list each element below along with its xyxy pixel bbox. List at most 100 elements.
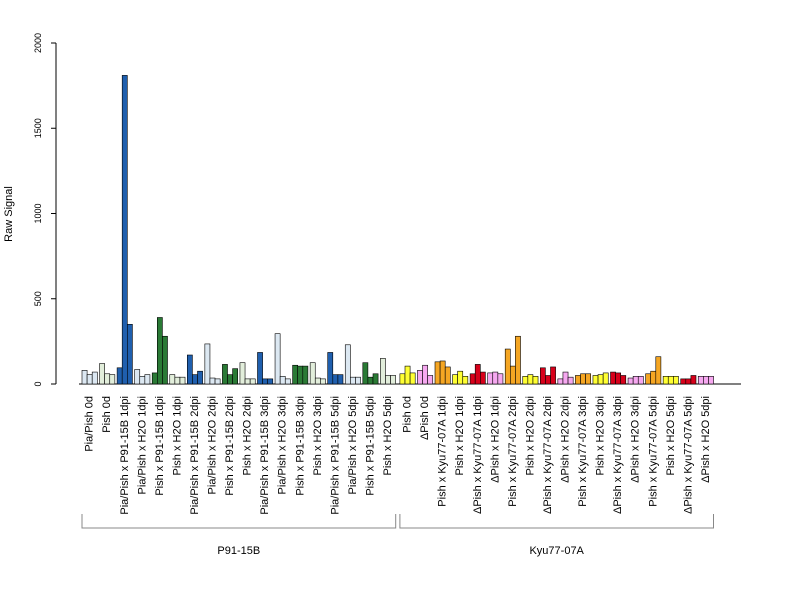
bars-layer	[81, 75, 714, 385]
bar	[545, 375, 551, 385]
y-tick-label: 500	[33, 291, 43, 306]
bar	[509, 365, 516, 385]
bar	[487, 372, 494, 385]
category-label: Pish x Kyu77-07A 1dpi	[437, 396, 449, 507]
bar	[462, 376, 469, 385]
bar	[434, 361, 441, 385]
category-label: ΔPish x Kyu77-07A 2dpi	[542, 396, 554, 514]
bar	[332, 374, 339, 385]
bar	[567, 376, 574, 385]
bar	[104, 373, 111, 385]
bar	[227, 374, 233, 385]
bar	[162, 335, 168, 385]
y-tick-label: 1500	[33, 118, 43, 138]
bar	[297, 365, 304, 385]
bar	[585, 373, 591, 385]
bar	[457, 370, 464, 385]
bar	[427, 375, 434, 385]
bar	[127, 324, 133, 385]
bar	[174, 376, 181, 385]
category-label: Pia/Pish x H2O 1dpi	[136, 396, 148, 494]
bar	[249, 378, 256, 385]
category-label: Pia/Pish x H2O 3dpi	[277, 396, 289, 494]
bar	[439, 360, 446, 385]
bar	[169, 374, 176, 385]
bar	[302, 365, 309, 385]
category-label: Pish x P91-15B 2dpi	[224, 396, 236, 496]
bar	[655, 356, 662, 385]
bar	[86, 374, 93, 385]
group-bracket	[399, 514, 714, 529]
bar	[314, 377, 321, 385]
bar	[662, 376, 669, 385]
bar	[367, 376, 374, 385]
category-label: Pia/Pish x P91-15B 5dpi	[329, 396, 341, 515]
bar	[610, 371, 616, 385]
category-label: Pish x H2O 1dpi	[454, 396, 466, 475]
bar	[116, 367, 123, 385]
bar	[632, 376, 639, 385]
bar	[680, 378, 687, 385]
bar	[214, 378, 221, 385]
bar	[362, 362, 369, 385]
bar	[562, 371, 569, 385]
bar	[703, 376, 709, 385]
bar	[620, 375, 627, 385]
bar	[239, 362, 246, 385]
group-bracket	[81, 514, 397, 529]
bar	[157, 317, 163, 385]
y-tick-label: 0	[33, 381, 43, 386]
bar	[667, 376, 674, 385]
bar	[685, 378, 692, 385]
category-label: ΔPish 0d	[419, 396, 431, 440]
bar	[385, 375, 391, 385]
category-label: Pish x H2O 2dpi	[242, 396, 254, 475]
groups-layer: P91-15B Kyu77-07A	[81, 514, 714, 557]
bar	[627, 377, 634, 385]
bar	[469, 373, 476, 385]
bar	[650, 370, 657, 385]
category-label: Pia/Pish x P91-15B 2dpi	[189, 396, 201, 515]
bar	[267, 378, 274, 385]
bar	[532, 376, 539, 385]
category-label: Pia/Pish x H2O 2dpi	[207, 396, 219, 494]
bar	[327, 352, 334, 385]
bar	[355, 376, 361, 385]
category-label: Pia/Pish x P91-15B 3dpi	[259, 396, 271, 515]
labels-layer: Pia/Pish 0d Pish 0d Pia/Pish x P91-15B 1dp…	[84, 396, 712, 515]
bar	[399, 373, 406, 385]
bar	[380, 358, 386, 385]
category-label: Pia/Pish 0d	[84, 396, 96, 452]
category-label: Pia/Pish x P91-15B 1dpi	[119, 396, 131, 515]
category-label: Pia/Pish x H2O 5dpi	[347, 396, 359, 494]
bar	[232, 368, 239, 385]
bar	[209, 377, 216, 385]
category-label: Pish x Kyu77-07A 5dpi	[647, 396, 659, 507]
bar	[204, 343, 211, 385]
bar	[492, 371, 499, 385]
bar	[109, 374, 116, 385]
bar	[592, 375, 599, 385]
bar	[134, 369, 141, 385]
bar	[575, 375, 581, 385]
bar	[279, 376, 286, 385]
bar	[192, 374, 198, 385]
category-label: Pish 0d	[101, 396, 113, 433]
bar	[515, 335, 521, 385]
y-tick-label: 2000	[33, 33, 43, 53]
bar	[91, 371, 98, 385]
category-label: Pish x H2O 5dpi	[665, 396, 677, 475]
bar	[645, 373, 651, 385]
y-tick-label: 1000	[33, 203, 43, 223]
category-label: Pish x Kyu77-07A 3dpi	[577, 396, 589, 507]
bar	[479, 371, 486, 385]
category-label: Pish x H2O 2dpi	[524, 396, 536, 475]
category-label: Pish x H2O 3dpi	[595, 396, 607, 475]
bar	[390, 375, 396, 385]
category-label: Pish x H2O 3dpi	[312, 396, 324, 475]
category-label: Pish x H2O 5dpi	[382, 396, 394, 475]
bar	[320, 378, 326, 385]
bar	[121, 75, 128, 385]
bar	[673, 376, 679, 385]
bar	[580, 373, 586, 385]
